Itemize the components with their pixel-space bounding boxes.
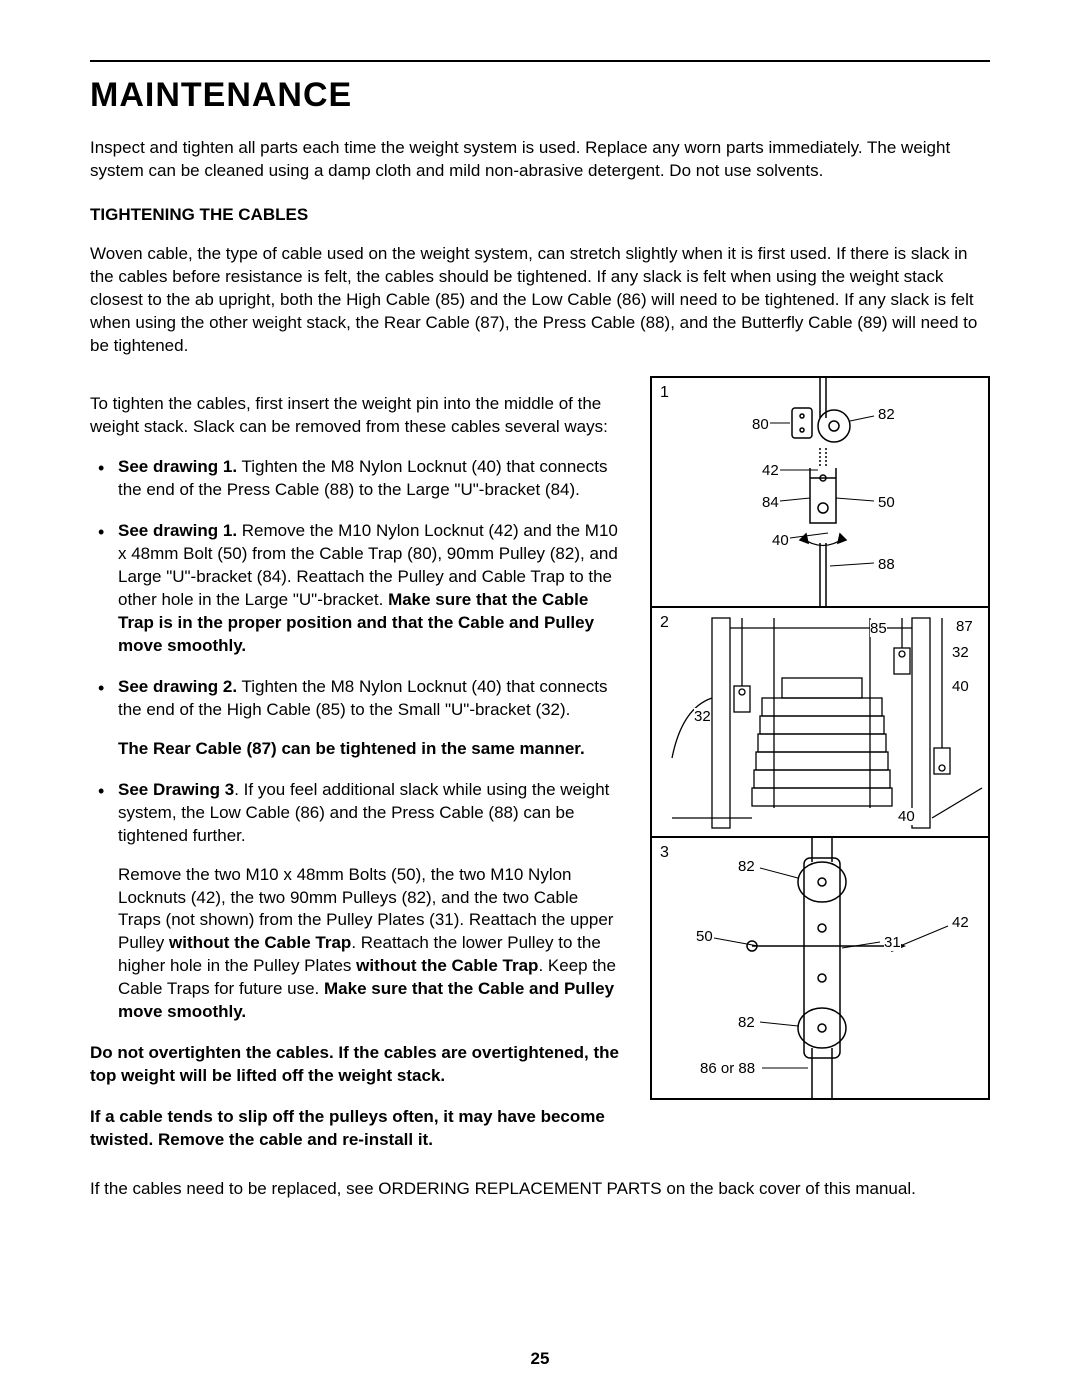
- fig3-label-31: 31: [884, 934, 901, 951]
- bullet-4-lead: See Drawing 3: [118, 780, 234, 799]
- right-column: 1: [650, 376, 990, 1170]
- fig1-label-84: 84: [762, 494, 779, 511]
- fig1-label-50: 50: [878, 494, 895, 511]
- fig2-label-32a: 32: [694, 708, 711, 725]
- bullet-list: See drawing 1. Tighten the M8 Nylon Lock…: [90, 456, 622, 1024]
- fig2-label-32b: 32: [952, 644, 969, 661]
- lead-text: To tighten the cables, first insert the …: [90, 393, 622, 439]
- fig3-label-82b: 82: [738, 1014, 755, 1031]
- fig3-label-86: 86 or 88: [700, 1060, 755, 1077]
- bullet-2: See drawing 1. Remove the M10 Nylon Lock…: [90, 520, 622, 658]
- drawing-2: 2: [652, 608, 988, 838]
- page-number: 25: [0, 1349, 1080, 1369]
- drawing-3-svg: [652, 838, 992, 1098]
- warning-overtighten: Do not overtighten the cables. If the ca…: [90, 1042, 622, 1088]
- drawing-2-number: 2: [660, 614, 669, 632]
- intro-text: Inspect and tighten all parts each time …: [90, 137, 990, 183]
- drawing-3-number: 3: [660, 844, 669, 862]
- fig2-label-87: 87: [956, 618, 973, 635]
- fig1-label-80: 80: [752, 416, 769, 433]
- left-column: To tighten the cables, first insert the …: [90, 376, 622, 1170]
- drawing-3: 3: [652, 838, 988, 1098]
- bullet-3: See drawing 2. Tighten the M8 Nylon Lock…: [90, 676, 622, 761]
- bullet-2-lead: See drawing 1.: [118, 521, 237, 540]
- warning-slip: If a cable tends to slip off the pulleys…: [90, 1106, 622, 1152]
- fig2-label-40a: 40: [952, 678, 969, 695]
- drawing-1: 1: [652, 378, 988, 608]
- fig3-label-50: 50: [696, 928, 713, 945]
- cable-overview: Woven cable, the type of cable used on t…: [90, 243, 990, 358]
- fig1-label-40: 40: [772, 532, 789, 549]
- closing-text: If the cables need to be replaced, see O…: [90, 1178, 990, 1201]
- fig1-label-88: 88: [878, 556, 895, 573]
- manual-page: MAINTENANCE Inspect and tighten all part…: [0, 0, 1080, 1397]
- fig2-label-40b: 40: [898, 808, 915, 825]
- bullet-4-p2d: without the Cable Trap: [356, 956, 538, 975]
- fig3-label-82a: 82: [738, 858, 755, 875]
- fig3-label-42: 42: [952, 914, 969, 931]
- drawing-1-svg: [652, 378, 992, 606]
- bullet-4-p2b: without the Cable Trap: [169, 933, 351, 952]
- bullet-1: See drawing 1. Tighten the M8 Nylon Lock…: [90, 456, 622, 502]
- page-title: MAINTENANCE: [90, 76, 990, 115]
- fig1-label-42: 42: [762, 462, 779, 479]
- section-subhead: TIGHTENING THE CABLES: [90, 205, 990, 225]
- bullet-1-lead: See drawing 1.: [118, 457, 237, 476]
- fig2-label-85: 85: [870, 620, 887, 637]
- figure-box: 1: [650, 376, 990, 1100]
- bullet-4: See Drawing 3. If you feel additional sl…: [90, 779, 622, 1024]
- bullet-3-note: The Rear Cable (87) can be tightened in …: [118, 738, 622, 761]
- drawing-1-number: 1: [660, 384, 669, 402]
- fig1-label-82: 82: [878, 406, 895, 423]
- bullet-4-body2: Remove the two M10 x 48mm Bolts (50), th…: [118, 864, 622, 1025]
- top-rule: [90, 60, 990, 62]
- bullet-3-lead: See drawing 2.: [118, 677, 237, 696]
- two-column-layout: To tighten the cables, first insert the …: [90, 376, 990, 1170]
